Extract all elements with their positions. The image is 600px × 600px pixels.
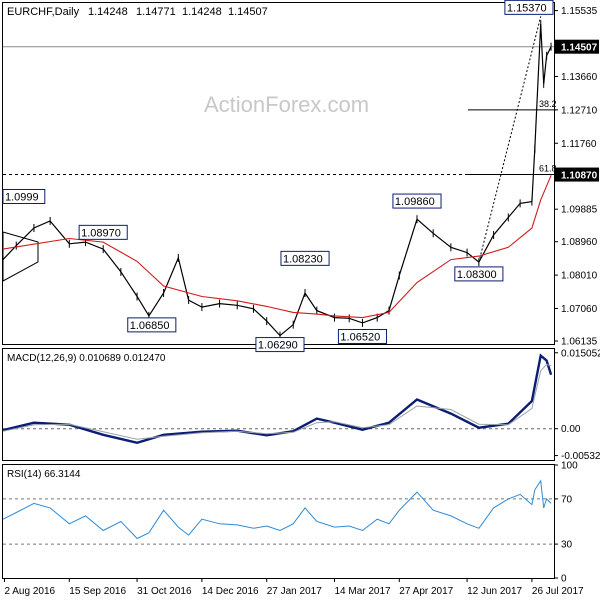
ohlc-low: 1.14248	[182, 6, 222, 18]
ohlc-high: 1.14771	[136, 6, 176, 18]
price-annotation-label: 1.08970	[81, 227, 121, 239]
price-annotation-box	[2, 188, 46, 204]
date-tick-label: 14 Dec 2016	[202, 586, 259, 597]
price-tick-label: 1.13660	[561, 72, 598, 83]
price-annotation-box	[504, 0, 554, 15]
macd-y-axis: 0.015052 0.00 -0.005321	[3, 348, 600, 462]
price-tick-label: 1.07060	[561, 304, 598, 315]
price-annotation-box	[78, 224, 128, 240]
ohlc-close: 1.14507	[228, 6, 268, 18]
price-highlight-label: 1.14507	[561, 43, 598, 54]
price-annotation-box	[337, 328, 388, 344]
rsi-y-axis: 100 70 30 0	[3, 461, 578, 585]
date-tick-label: 14 Mar 2017	[334, 586, 391, 597]
date-tick-label: 26 Jul 2017	[532, 586, 584, 597]
fib-trend-line	[478, 16, 542, 263]
rsi-tick-label: 0	[561, 574, 567, 585]
price-annotation-label: 1.08230	[283, 253, 323, 265]
macd-title: MACD(12,26,9) 0.010689 0.012470	[7, 353, 166, 364]
rsi-tick-label: 70	[561, 494, 573, 505]
date-tick-label: 12 Jun 2017	[467, 586, 522, 597]
macd-line	[2, 353, 553, 445]
price-highlight-labels: 1.14507 1.10870	[555, 39, 599, 182]
price-highlight-box	[555, 167, 599, 182]
price-annotations: 1.0999 1.08970 1.06850 1.06290 1.08230 1.0652…	[2, 0, 554, 353]
price-tick-label: 1.09885	[561, 205, 598, 216]
price-series-line	[2, 24, 552, 337]
price-annotation-box	[255, 337, 305, 353]
price-annotation-label: 1.0999	[5, 191, 39, 203]
price-annotation-label: 1.06520	[340, 331, 380, 343]
price-highlight-label: 1.10870	[561, 171, 598, 182]
price-annotation-label: 1.15370	[507, 2, 547, 14]
price-tick-label: 1.15535	[561, 6, 598, 17]
date-tick-label: 27 Apr 2017	[399, 586, 453, 597]
price-highlight-box	[555, 39, 599, 54]
price-tick-label: 1.11760	[561, 139, 597, 150]
rsi-tick-label: 30	[561, 540, 573, 551]
date-tick-label: 15 Sep 2016	[69, 586, 126, 597]
price-tick-label: 1.08960	[561, 237, 598, 248]
watermark: ActionForex.com	[204, 92, 369, 117]
triangle-pattern	[2, 231, 39, 282]
fib-level-label: 61.8	[539, 164, 557, 174]
ohlc-open: 1.14248	[88, 6, 128, 18]
date-tick-label: 27 Jan 2017	[267, 586, 322, 597]
price-annotation-box	[280, 250, 330, 266]
rsi-line	[2, 479, 552, 540]
price-tick-label: 1.06135	[561, 337, 598, 348]
date-x-axis: 2 Aug 2016 15 Sep 2016 31 Oct 2016 14 Dec 2…	[3, 578, 584, 597]
ma-series-line	[2, 175, 552, 319]
fib-level-label: 38.2	[539, 99, 557, 109]
price-annotation-label: 1.09860	[395, 196, 435, 208]
rsi-tick-label: 100	[561, 461, 578, 472]
price-annotation-box	[392, 193, 442, 209]
date-tick-label: 2 Aug 2016	[4, 586, 55, 597]
rsi-series	[2, 479, 552, 540]
price-tick-label: 1.08010	[561, 271, 598, 282]
symbol-label: EURCHF,Daily	[7, 6, 80, 18]
price-annotation-box	[454, 266, 504, 282]
macd-tick-label: 0.015052	[561, 348, 600, 359]
macd-panel-frame	[2, 348, 555, 461]
macd-series	[2, 353, 553, 445]
rsi-title: RSI(14) 66.3144	[7, 469, 81, 480]
price-annotation-label: 1.06290	[258, 340, 298, 352]
date-tick-label: 31 Oct 2016	[137, 586, 192, 597]
macd-tick-label: -0.005321	[561, 451, 600, 462]
price-annotation-box	[127, 317, 177, 333]
price-annotation-label: 1.08300	[457, 269, 497, 281]
price-annotation-label: 1.06850	[130, 320, 170, 332]
rsi-panel-frame	[2, 464, 555, 579]
price-panel-frame	[2, 2, 555, 345]
price-tick-label: 1.12710	[561, 105, 598, 116]
macd-signal-line	[2, 364, 552, 440]
price-series	[2, 20, 552, 340]
price-reference-lines: 38.2 61.8	[2, 16, 557, 282]
macd-tick-label: 0.00	[561, 424, 581, 435]
